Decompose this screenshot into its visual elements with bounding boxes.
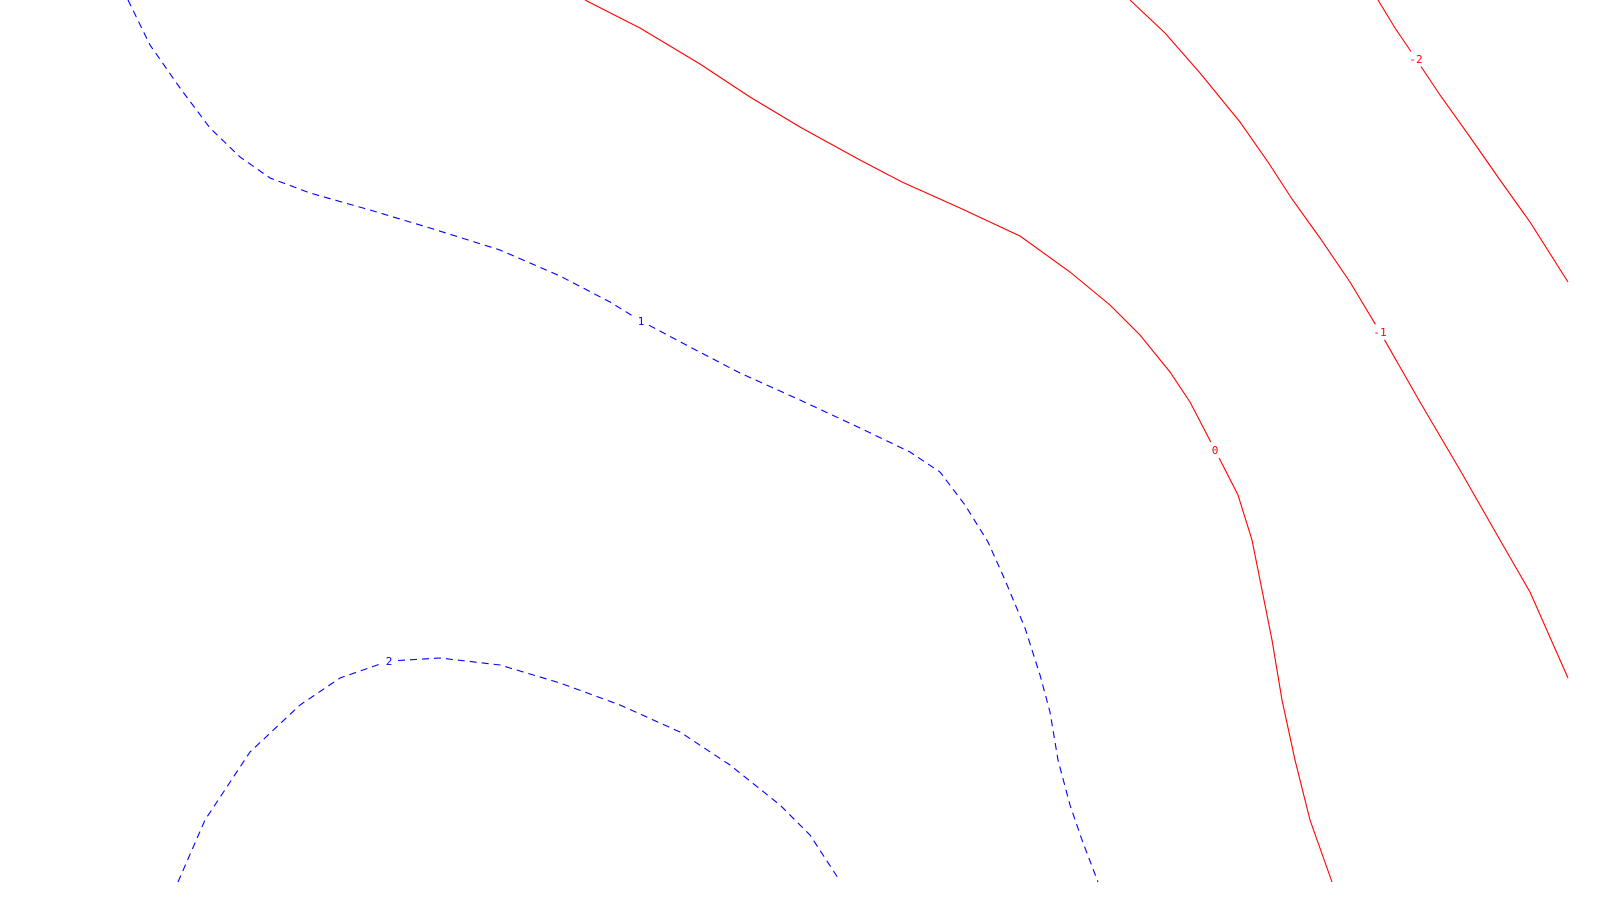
contour-line-level-0-seg-0 [584, 0, 1212, 443]
contour-line-level-neg2-seg-1 [1420, 66, 1569, 283]
contour-line-level-neg1-seg-1 [1384, 339, 1569, 679]
contour-label-level-neg1: -1 [1373, 326, 1386, 339]
contour-line-level-0-seg-1 [1218, 457, 1333, 883]
contour-label-level-1: 1 [638, 315, 645, 328]
contour-line-level-neg1-seg-0 [1129, 0, 1376, 325]
contour-label-level-2: 2 [386, 655, 393, 668]
contour-label-level-neg2: -2 [1409, 53, 1422, 66]
contour-line-level-1-seg-0 [127, 0, 634, 317]
contour-line-level-2-seg-1 [397, 657, 839, 879]
contour-line-level-neg2-seg-0 [1377, 0, 1412, 52]
contour-label-level-0: 0 [1212, 444, 1219, 457]
contour-line-level-2-seg-0 [177, 663, 381, 883]
contour-line-level-1-seg-1 [648, 324, 1099, 883]
